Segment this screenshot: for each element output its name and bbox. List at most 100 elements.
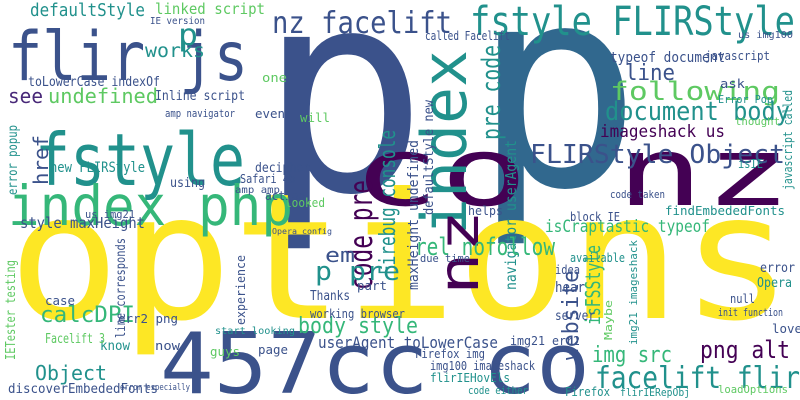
word: know	[100, 339, 130, 354]
word: Object	[35, 361, 107, 385]
word: init function	[718, 306, 783, 319]
word: block IE	[570, 210, 620, 224]
word: Thanks	[310, 289, 350, 304]
word: javascript called	[781, 90, 795, 190]
word: line	[625, 61, 675, 86]
word: Maybe	[602, 300, 615, 340]
word: discoverEmbededFonts	[8, 382, 158, 397]
word: us img21	[85, 208, 135, 221]
word: amp navigator	[165, 107, 235, 120]
word: IETester testing	[4, 260, 19, 360]
word: isIE	[738, 157, 763, 171]
word: pre code	[477, 45, 507, 140]
word: p	[178, 18, 198, 53]
word: imageshack us	[600, 122, 725, 142]
word: using	[170, 176, 205, 191]
word: love	[772, 322, 800, 336]
word: website	[559, 270, 584, 360]
word: error popup	[6, 125, 21, 195]
word: Safari 4b	[240, 172, 295, 186]
word: idea	[555, 263, 580, 277]
word: facelift flir	[595, 361, 800, 396]
word: due time	[420, 252, 470, 265]
word: Firefox img	[415, 347, 485, 361]
word: looked	[285, 196, 325, 210]
word: style maxHeight	[20, 214, 145, 232]
word: following	[610, 77, 780, 107]
word: maxHeight undefined	[406, 140, 422, 290]
word: error especially	[120, 383, 190, 393]
word: defaultStyle	[30, 0, 145, 21]
word: ask	[720, 77, 746, 91]
word: Opera config	[272, 227, 332, 236]
word: undefined	[48, 84, 158, 108]
word: findEmbededFonts	[665, 204, 785, 218]
word: fstyle	[35, 118, 245, 202]
word: defaultStyle new	[422, 100, 437, 215]
word: decipher	[255, 161, 310, 176]
word: flir js	[8, 18, 248, 97]
word: isFSStyle	[581, 245, 605, 325]
word: called Facelift	[425, 29, 510, 43]
word: error	[760, 261, 795, 276]
word: toLowerCase indexOf	[28, 75, 160, 90]
word: case	[45, 294, 75, 308]
word: img100 imageshack	[430, 359, 536, 373]
word: nz	[427, 210, 491, 295]
word: href	[29, 135, 53, 185]
word: png alt	[700, 336, 790, 364]
word: FLIRStyle Object	[530, 140, 785, 170]
word: one	[262, 71, 287, 85]
word: nz facelift	[272, 6, 452, 41]
word: action	[265, 189, 305, 203]
word: javascript	[705, 49, 770, 63]
word: linked script	[155, 0, 265, 18]
word: null	[730, 292, 755, 306]
word: Inline script	[155, 89, 245, 104]
word: will	[300, 111, 330, 125]
word: works	[145, 40, 205, 62]
word: working browser	[310, 307, 405, 321]
word: available	[570, 251, 625, 265]
word: amp amp	[235, 185, 280, 196]
word: start looking	[215, 326, 295, 337]
word: us img100	[738, 30, 793, 41]
word: p	[258, 0, 428, 257]
word: line corresponds	[114, 238, 129, 338]
word: hear	[555, 280, 585, 296]
word: 457cc co	[160, 315, 590, 400]
word: img21 imageshack	[627, 240, 640, 345]
word: code pre	[342, 180, 380, 290]
word: index php	[8, 174, 293, 238]
word: document body	[605, 97, 790, 127]
word: helps	[468, 204, 503, 218]
word: new FLIRStyle	[50, 160, 145, 176]
word: part	[357, 279, 387, 293]
word: Error Pop	[718, 93, 773, 106]
word: IE version	[150, 16, 205, 27]
word: now	[155, 339, 181, 353]
word: img21 err2	[510, 334, 580, 348]
word: server	[555, 309, 595, 324]
word: Facelift 3	[45, 332, 105, 347]
word: rel nofollow	[415, 233, 555, 261]
word: code taken	[610, 188, 665, 201]
word: experience	[234, 255, 248, 325]
word: flirIEHovEls	[430, 371, 510, 385]
word: see	[8, 84, 43, 108]
word: body style	[298, 314, 418, 339]
word: Opera	[757, 276, 792, 291]
word: code either	[468, 384, 528, 397]
word: img src	[592, 343, 672, 368]
word: calcDPI	[40, 303, 135, 328]
word: em	[325, 243, 355, 267]
word: loadOptions	[718, 383, 788, 396]
word: p pre	[315, 257, 400, 287]
word: flirIERepObj	[620, 386, 690, 399]
word: Firefox	[565, 385, 610, 399]
word: fstyle FLIRStyle	[470, 0, 795, 45]
word: page	[258, 343, 288, 357]
word: typeof document	[610, 50, 725, 66]
